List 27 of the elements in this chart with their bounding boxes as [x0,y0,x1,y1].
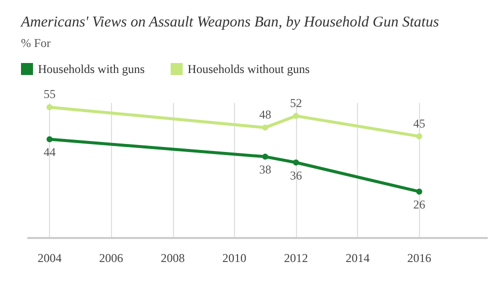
legend-label: Households with guns [38,62,145,76]
point [46,136,53,142]
point [416,188,422,195]
point [262,154,268,160]
data-label: 38 [259,162,272,177]
data-label: 36 [290,168,302,182]
data-label: 44 [44,145,56,160]
chart-title: Americans' Views on Assault Weapons Ban, by Household Gun Status [20,14,440,30]
x-tick-label: 2008 [160,251,185,265]
x-tick-label: 2006 [99,251,124,265]
legend-label: Households without guns [188,62,310,76]
data-label: 45 [413,116,426,130]
x-tick-label: 2004 [38,251,62,265]
point [262,124,268,131]
data-label: 55 [44,87,56,102]
point [416,133,422,140]
x-tick-label: 2012 [284,251,308,265]
point [293,112,300,119]
x-tick-label: 2016 [407,251,432,265]
x-tick-label: 2010 [222,251,246,265]
point [293,160,300,166]
x-tick-label: 2014 [346,251,370,265]
data-label: 52 [290,96,302,110]
point [46,104,53,110]
chart-subtitle: % For [21,36,51,50]
data-label: 26 [413,198,426,212]
data-label: 48 [259,108,272,122]
